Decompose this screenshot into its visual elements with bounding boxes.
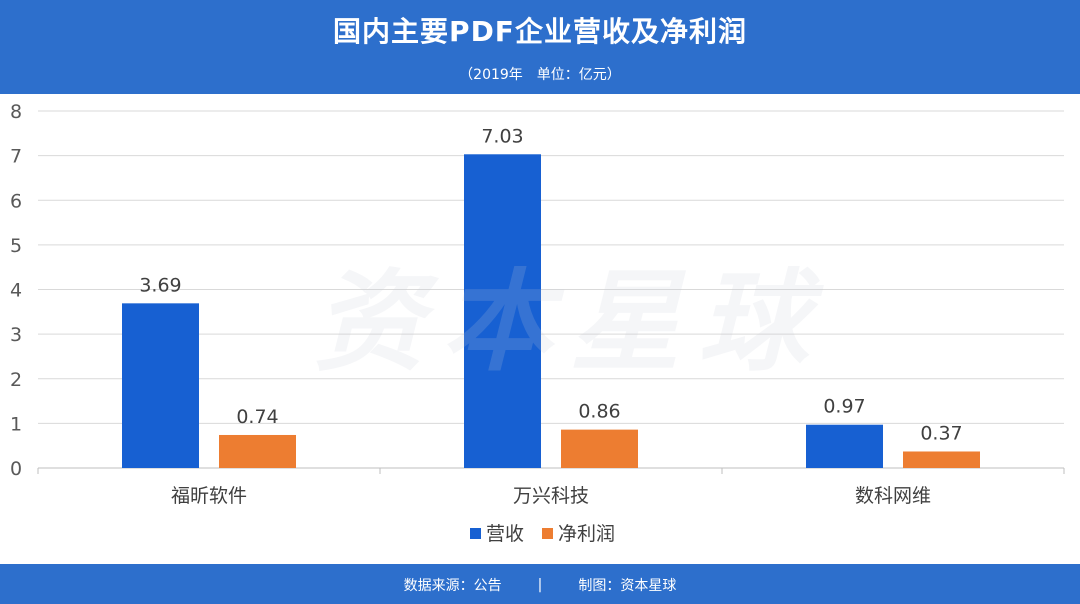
data-label: 0.74 <box>236 406 278 428</box>
chart-title: 国内主要PDF企业营收及净利润 <box>333 15 747 48</box>
bar <box>464 154 541 468</box>
y-tick-label: 6 <box>10 190 22 212</box>
bar <box>903 451 980 468</box>
data-label: 0.37 <box>920 422 962 444</box>
y-tick-label: 0 <box>10 458 22 480</box>
data-label: 7.03 <box>481 125 523 147</box>
legend-swatch <box>470 528 481 539</box>
bar <box>561 429 638 468</box>
data-label: 3.69 <box>139 274 181 296</box>
x-tick-label: 万兴科技 <box>513 485 589 507</box>
footer-separator: | <box>537 577 543 593</box>
bar <box>219 434 296 468</box>
bar <box>122 303 199 468</box>
footer-source: 数据来源：公告 <box>403 578 502 594</box>
bar <box>806 424 883 468</box>
footer-maker: 制图：资本星球 <box>578 578 677 594</box>
y-tick-label: 1 <box>10 413 22 435</box>
legend-swatch <box>542 528 553 539</box>
data-label: 0.97 <box>823 396 865 418</box>
chart-subtitle: （2019年 单位：亿元） <box>459 67 621 83</box>
chart-panel: 0 1 2 3 4 5 6 7 8 3.69 0.74 福昕软件 7.03 0.86 万兴科技 0.97 0.3… <box>0 94 1080 564</box>
y-tick-label: 3 <box>10 324 22 346</box>
y-tick-label: 5 <box>10 235 22 257</box>
bar-chart: 0 1 2 3 4 5 6 7 8 3.69 0.74 福昕软件 7.03 0.86 万兴科技 0.97 0.3… <box>10 101 1065 545</box>
legend-label: 净利润 <box>558 523 615 545</box>
y-tick-label: 2 <box>10 369 22 391</box>
data-label: 0.86 <box>578 401 620 423</box>
y-tick-label: 4 <box>10 280 22 302</box>
footer: 数据来源：公告 | 制图：资本星球 <box>0 566 1080 604</box>
legend-label: 营收 <box>486 523 524 545</box>
x-tick-label: 数科网维 <box>855 485 931 507</box>
x-tick-label: 福昕软件 <box>171 485 247 507</box>
y-tick-label: 7 <box>10 146 22 168</box>
y-tick-label: 8 <box>10 101 22 123</box>
